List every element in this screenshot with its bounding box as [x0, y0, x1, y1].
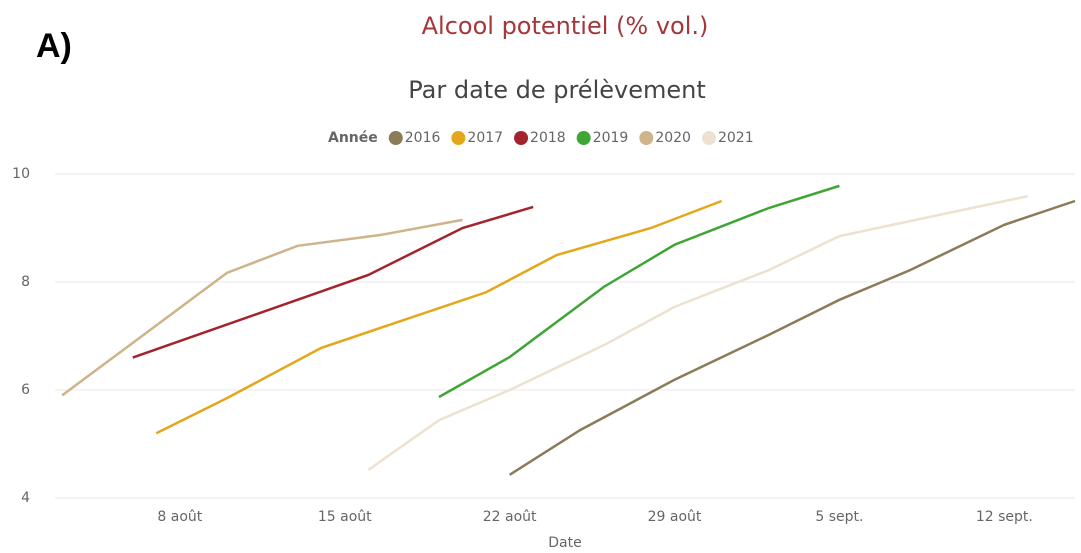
series-line	[508, 199, 1076, 476]
panel-label: A)	[36, 27, 72, 65]
legend-swatch	[388, 131, 403, 145]
series-line	[132, 205, 534, 359]
legend-label: 2021	[718, 130, 754, 146]
chart-title: Alcool potentiel (% vol.)	[422, 12, 709, 40]
x-tick-label: 22 août	[483, 509, 537, 525]
series-line	[61, 218, 463, 397]
x-tick-label: 5 sept.	[815, 509, 863, 525]
x-tick-label: 15 août	[318, 509, 372, 525]
x-axis-label: Date	[548, 535, 581, 551]
x-tick-label: 12 sept.	[976, 509, 1033, 525]
y-tick-label: 8	[21, 274, 30, 290]
legend-swatch	[576, 131, 591, 145]
series-line	[155, 199, 723, 435]
y-tick-label: 6	[21, 382, 30, 398]
legend-swatch	[514, 131, 529, 145]
legend-label: 2017	[467, 130, 503, 146]
legend-label: 2018	[530, 130, 566, 146]
chart-subtitle: Par date de prélèvement	[408, 76, 705, 104]
legend-title: Année	[328, 130, 378, 146]
series-line	[438, 184, 840, 399]
legend-swatch	[701, 131, 716, 145]
legend-swatch	[451, 131, 466, 145]
y-tick-label: 10	[12, 166, 30, 182]
legend-label: 2020	[655, 130, 691, 146]
legend-label: 2019	[593, 130, 629, 146]
legend-label: 2016	[405, 130, 441, 146]
x-tick-label: 29 août	[648, 509, 702, 525]
legend-swatch	[639, 131, 654, 145]
y-tick-label: 4	[21, 490, 30, 506]
series-line	[367, 194, 1029, 471]
x-tick-label: 8 août	[157, 509, 202, 525]
